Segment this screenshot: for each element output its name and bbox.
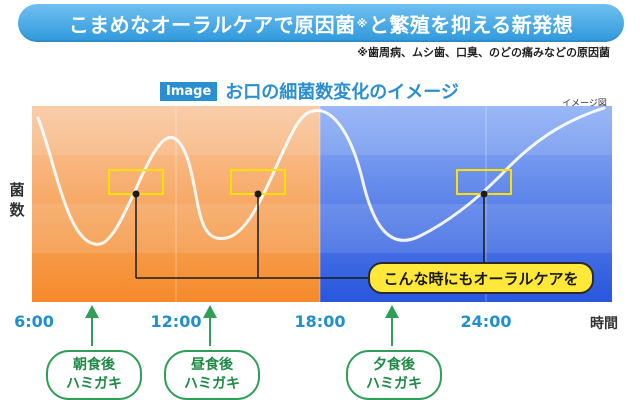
image-note: イメージ図 [562, 99, 607, 109]
brushing-lunch-line1: 昼食後 [191, 357, 233, 373]
image-badge: Image [160, 81, 218, 101]
x-tick-1: 6:00 [14, 312, 54, 331]
x-tick-2: 12:00 [150, 312, 202, 331]
arrow-lunch [203, 305, 217, 346]
marker-dot-2 [254, 190, 262, 198]
headline-text-b: と繁殖を抑える新発想 [368, 12, 574, 37]
brushing-morning: 朝食後 ハミガキ [46, 350, 142, 400]
x-tick-4: 24:00 [460, 312, 512, 331]
arrow-dinner [385, 305, 399, 346]
marker-dots [132, 190, 488, 198]
y-axis-label: 菌数 [9, 181, 25, 219]
chart-title-text: お口の細菌数変化のイメージ [225, 82, 459, 103]
brushing-dinner: 夕食後 ハミガキ [346, 350, 442, 400]
marker-dot-3 [480, 190, 488, 198]
brushing-lunch-line2: ハミガキ [184, 376, 240, 392]
bacteria-curve [36, 106, 606, 246]
chart-title: Image お口の細菌数変化のイメージ [160, 78, 459, 104]
brushing-dinner-line2: ハミガキ [366, 376, 422, 392]
headline-banner: こまめなオーラルケアで原因菌 ※ と繁殖を抑える新発想 [18, 4, 624, 42]
x-tick-3: 18:00 [294, 312, 346, 331]
callout-connectors [135, 194, 485, 279]
headline-text-a: こまめなオーラルケアで原因菌 [68, 12, 356, 37]
brushing-arrows [85, 305, 399, 346]
footnote: ※歯周病、ムシ歯、口臭、のどの痛みなどの原因菌 [357, 46, 610, 59]
callout-box: こんな時にもオーラルケアを [368, 262, 594, 294]
x-axis-unit: 時間 [590, 316, 618, 332]
brushing-morning-line2: ハミガキ [66, 376, 122, 392]
arrow-morning [85, 305, 99, 346]
band-stripes [32, 106, 612, 253]
headline-note-mark: ※ [356, 16, 368, 30]
brushing-dinner-line1: 夕食後 [373, 357, 415, 373]
brushing-lunch: 昼食後 ハミガキ [164, 350, 260, 400]
brushing-morning-line1: 朝食後 [73, 357, 115, 373]
marker-dot-1 [132, 190, 140, 198]
